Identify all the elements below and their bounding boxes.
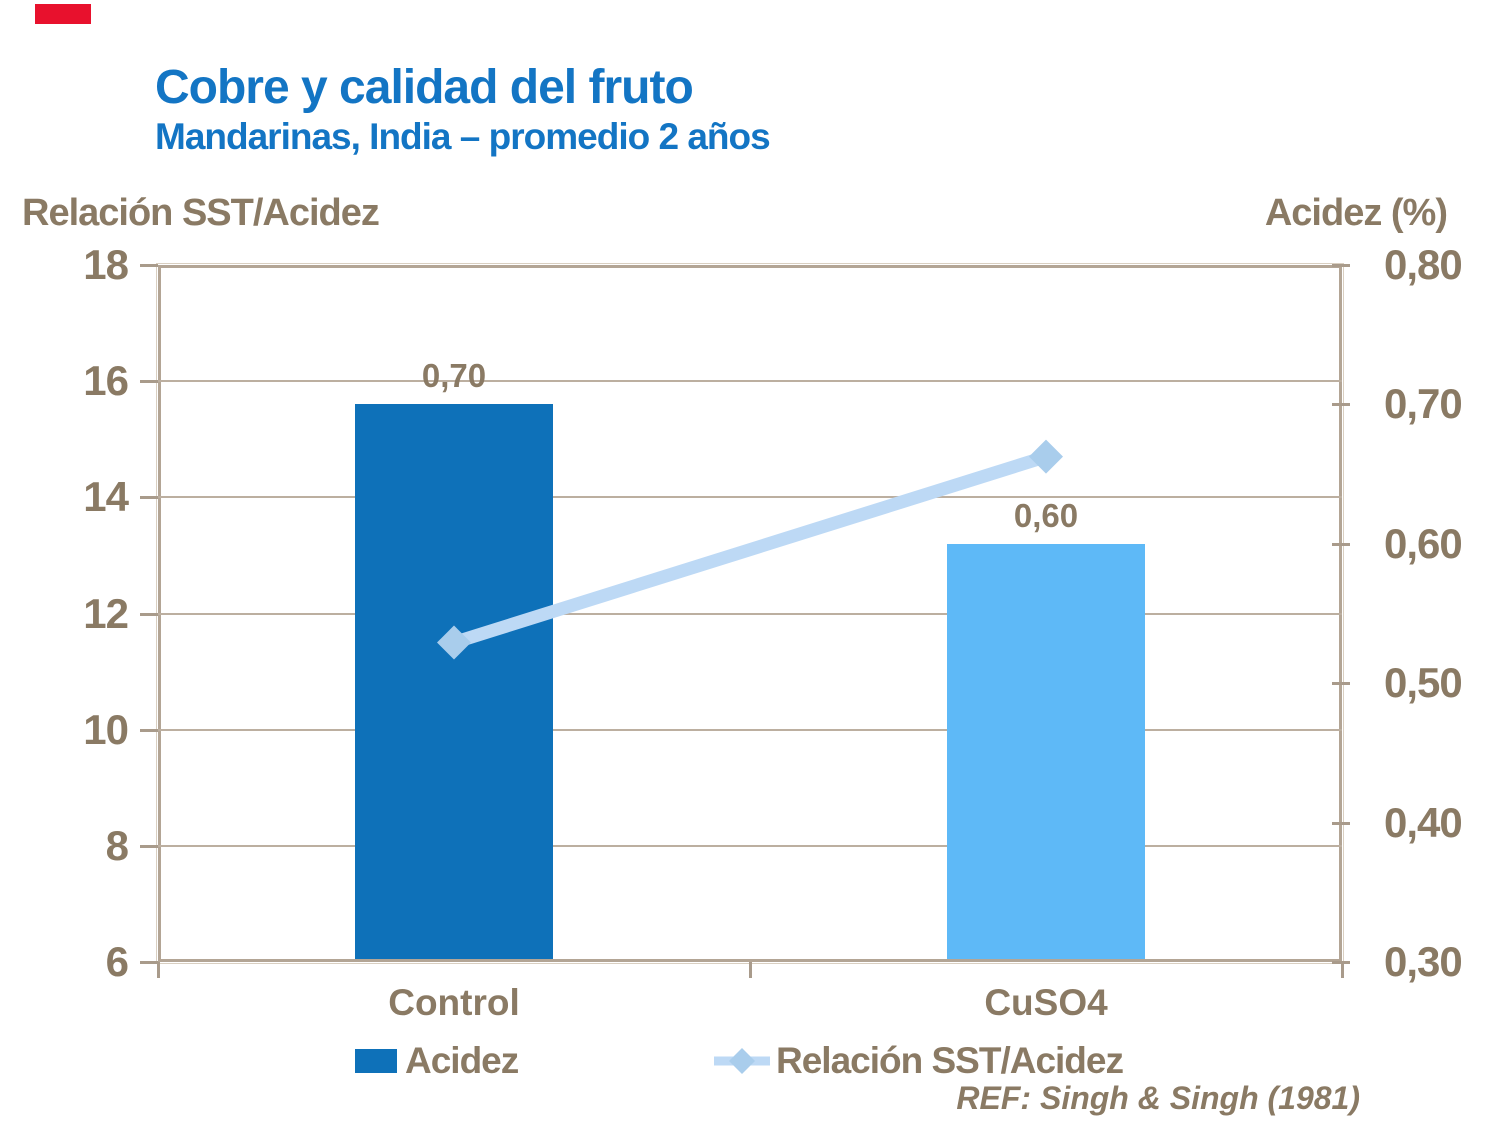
left-axis-title: Relación SST/Acidez bbox=[22, 192, 380, 234]
gridline bbox=[158, 612, 1342, 615]
line-series bbox=[437, 439, 1063, 660]
legend-item-sst-acidez: Relación SST/Acidez bbox=[712, 1040, 1124, 1082]
diamond-marker bbox=[1029, 439, 1063, 474]
diamond-marker bbox=[437, 625, 471, 660]
chart-subtitle: Mandarinas, India – promedio 2 años bbox=[155, 116, 771, 157]
legend-line-diamond-icon bbox=[714, 1048, 770, 1074]
right-axis-tick-label: 0,40 bbox=[1384, 798, 1463, 846]
legend-item-acidez: Acidez bbox=[355, 1040, 519, 1082]
left-axis-tick bbox=[140, 612, 158, 616]
red-accent-block bbox=[35, 4, 91, 24]
right-axis-tick-label: 0,50 bbox=[1384, 659, 1463, 707]
bottom-axis-tick bbox=[1341, 962, 1344, 978]
right-axis-tick bbox=[1332, 542, 1350, 546]
left-axis-tick bbox=[140, 728, 158, 732]
left-axis-tick bbox=[140, 961, 158, 964]
bottom-axis-tick bbox=[157, 962, 160, 978]
gridline bbox=[158, 496, 1342, 499]
chart-title: Cobre y calidad del fruto bbox=[155, 61, 694, 114]
right-axis-tick-label: 0,60 bbox=[1384, 519, 1463, 567]
left-axis-tick bbox=[140, 496, 158, 500]
left-axis-tick-label: 12 bbox=[83, 589, 129, 637]
left-axis-tick-label: 14 bbox=[83, 473, 129, 521]
bar-value-label: 0,60 bbox=[1013, 496, 1079, 534]
legend-label-sst-acidez: Relación SST/Acidez bbox=[776, 1040, 1124, 1081]
gridline bbox=[158, 844, 1342, 847]
right-axis-tick bbox=[1332, 682, 1350, 686]
right-axis-tick-label: 0,30 bbox=[1384, 938, 1463, 985]
right-axis-tick bbox=[1332, 264, 1350, 267]
bar-value-label: 0,70 bbox=[421, 357, 487, 395]
legend-label-acidez: Acidez bbox=[405, 1040, 519, 1081]
reference-text: REF: Singh & Singh (1981) bbox=[956, 1080, 1360, 1116]
right-axis-tick-label: 0,80 bbox=[1384, 241, 1463, 288]
category-label: Control bbox=[388, 982, 520, 1023]
legend-acidez-swatch bbox=[355, 1049, 397, 1073]
bottom-axis-tick bbox=[749, 962, 752, 978]
left-axis-tick-label: 18 bbox=[83, 241, 129, 288]
left-axis-tick bbox=[140, 380, 158, 384]
category-label: CuSO4 bbox=[984, 982, 1108, 1023]
bar-cuso4 bbox=[947, 543, 1145, 959]
right-axis-tick bbox=[1332, 821, 1350, 825]
left-axis-tick-label: 10 bbox=[83, 705, 129, 753]
right-axis-title: Acidez (%) bbox=[1264, 192, 1448, 234]
left-axis-tick-label: 6 bbox=[105, 938, 129, 985]
right-axis-tick-label: 0,70 bbox=[1384, 380, 1463, 428]
bar-control bbox=[355, 404, 553, 959]
left-axis-tick bbox=[140, 264, 158, 267]
gridline bbox=[158, 728, 1342, 731]
left-axis-tick-label: 16 bbox=[83, 357, 129, 405]
left-axis-tick-label: 8 bbox=[105, 821, 129, 869]
left-axis-tick bbox=[140, 844, 158, 848]
gridline bbox=[158, 380, 1342, 383]
right-axis-tick bbox=[1332, 403, 1350, 407]
